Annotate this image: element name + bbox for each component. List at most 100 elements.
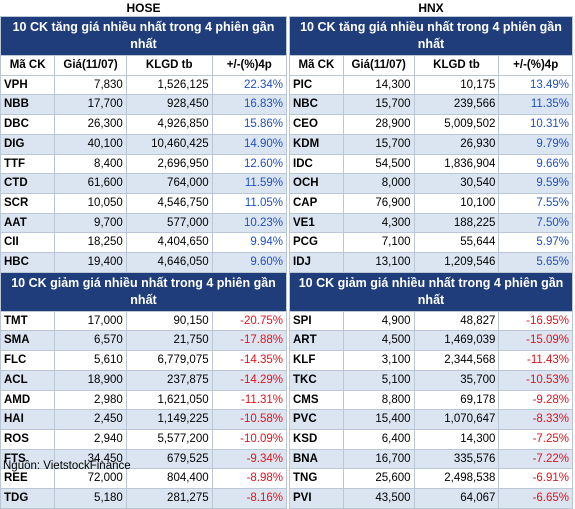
volume-cell: 281,275	[125, 488, 213, 509]
ticker-cell: KDM	[289, 133, 344, 155]
table-row: SMA 6,570 21,750 -17.88%	[0, 330, 288, 352]
volume-cell: 35,700	[413, 369, 500, 391]
change-cell: 9.66%	[498, 153, 573, 175]
table-row: FLC 5,610 6,779,075 -14.35%	[0, 350, 288, 371]
change-cell: -11.31%	[211, 389, 288, 411]
volume-cell: 237,875	[125, 369, 213, 391]
price-cell: 7,830	[54, 74, 127, 96]
hnx-losers-title: 10 CK giảm giá nhiều nhất trong 4 phiên …	[289, 271, 573, 312]
source-note: Nguồn: VietstockFinance	[3, 460, 131, 472]
change-cell: 12.60%	[211, 153, 288, 175]
volume-cell: 1,149,225	[125, 409, 213, 430]
table-row: CII 18,250 4,404,650 9.94%	[0, 232, 288, 254]
change-cell: -10.58%	[211, 409, 288, 430]
price-cell: 5,610	[54, 350, 127, 371]
change-cell: -8.16%	[211, 488, 288, 509]
column-header: +/-(%)4p	[498, 55, 573, 76]
volume-cell: 5,577,200	[125, 428, 213, 450]
volume-cell: 4,546,750	[125, 192, 213, 214]
change-cell: 22.34%	[211, 74, 288, 96]
price-cell: 15,400	[342, 409, 415, 430]
ticker-cell: CEO	[289, 114, 344, 135]
volume-cell: 14,300	[413, 428, 500, 450]
ticker-cell: TKC	[289, 369, 344, 391]
change-cell: 10.23%	[211, 212, 288, 234]
price-cell: 2,940	[54, 428, 127, 450]
table-row: ART 4,500 1,469,039 -15.09%	[289, 330, 573, 352]
ticker-cell: AMD	[0, 389, 56, 411]
table-row: IDC 54,500 1,836,904 9.66%	[289, 153, 573, 175]
column-header: Mã CK	[289, 55, 344, 76]
table-row: AMD 2,980 1,621,050 -11.31%	[0, 389, 288, 411]
change-cell: 15.86%	[211, 114, 288, 135]
table-row: KSD 6,400 14,300 -7.25%	[289, 428, 573, 450]
price-cell: 9,700	[54, 212, 127, 234]
table-row: IDJ 13,100 1,209,546 5.65%	[289, 252, 573, 273]
price-cell: 17,700	[54, 94, 127, 116]
volume-cell: 2,344,568	[413, 350, 500, 371]
ticker-cell: PVI	[289, 488, 344, 509]
volume-cell: 679,525	[125, 448, 213, 470]
ticker-cell: OCH	[289, 173, 344, 194]
ticker-cell: AAT	[0, 212, 56, 234]
column-header: Giá(11/07)	[342, 55, 415, 76]
price-cell: 4,900	[342, 310, 415, 332]
price-cell: 13,100	[342, 252, 415, 273]
hnx-table: 10 CK tăng giá nhiều nhất trong 4 phiên …	[289, 16, 573, 509]
table-row: KLF 3,100 2,344,568 -11.43%	[289, 350, 573, 371]
volume-cell: 335,576	[413, 448, 500, 470]
price-cell: 2,980	[54, 389, 127, 411]
price-cell: 5,100	[342, 369, 415, 391]
table-row: PIC 14,300 10,175 13.49%	[289, 74, 573, 96]
ticker-cell: HBC	[0, 252, 56, 273]
table-row: DBC 26,300 4,926,850 15.86%	[0, 114, 288, 135]
table-row: ROS 2,940 5,577,200 -10.09%	[0, 428, 288, 450]
price-cell: 3,100	[342, 350, 415, 371]
table-row: CMS 8,800 69,178 -9.28%	[289, 389, 573, 411]
price-cell: 8,000	[342, 173, 415, 194]
price-cell: 8,400	[54, 153, 127, 175]
price-cell: 18,900	[54, 369, 127, 391]
table-row: CEO 28,900 5,009,502 10.31%	[289, 114, 573, 135]
change-cell: -17.88%	[211, 330, 288, 352]
ticker-cell: VE1	[289, 212, 344, 234]
change-cell: 9.60%	[211, 252, 288, 273]
column-header: Mã CK	[0, 55, 56, 76]
ticker-cell: DIG	[0, 133, 56, 155]
table-row: ACL 18,900 237,875 -14.29%	[0, 369, 288, 391]
price-cell: 40,100	[54, 133, 127, 155]
change-cell: 11.59%	[211, 173, 288, 194]
ticker-cell: NBB	[0, 94, 56, 116]
price-cell: 54,500	[342, 153, 415, 175]
volume-cell: 239,566	[413, 94, 500, 116]
hose-gainers-title: 10 CK tăng giá nhiều nhất trong 4 phiên …	[0, 16, 287, 56]
change-cell: -9.28%	[498, 389, 573, 411]
ticker-cell: KLF	[289, 350, 344, 371]
ticker-cell: ROS	[0, 428, 56, 450]
price-cell: 34,450	[54, 448, 127, 470]
ticker-cell: CAP	[289, 192, 344, 214]
hose-losers-title: 10 CK giảm giá nhiều nhất trong 4 phiên …	[0, 271, 287, 312]
change-cell: 11.05%	[211, 192, 288, 214]
table-row: BNA 16,700 335,576 -7.22%	[289, 448, 573, 470]
price-cell: 15,700	[342, 94, 415, 116]
price-cell: 43,500	[342, 488, 415, 509]
change-cell: -14.35%	[211, 350, 288, 371]
volume-cell: 1,526,125	[125, 74, 213, 96]
price-cell: 17,000	[54, 310, 127, 332]
price-cell: 76,900	[342, 192, 415, 214]
change-cell: -10.53%	[498, 369, 573, 391]
volume-cell: 90,150	[125, 310, 213, 332]
price-cell: 6,570	[54, 330, 127, 352]
ticker-cell: FTS	[0, 448, 56, 470]
table-row: CTD 61,600 764,000 11.59%	[0, 173, 288, 194]
change-cell: 16.83%	[211, 94, 288, 116]
change-cell: 14.90%	[211, 133, 288, 155]
ticker-cell: CII	[0, 232, 56, 254]
volume-cell: 30,540	[413, 173, 500, 194]
volume-cell: 26,930	[413, 133, 500, 155]
price-cell: 16,700	[342, 448, 415, 470]
ticker-cell: VPH	[0, 74, 56, 96]
price-cell: 8,800	[342, 389, 415, 411]
volume-cell: 10,175	[413, 74, 500, 96]
